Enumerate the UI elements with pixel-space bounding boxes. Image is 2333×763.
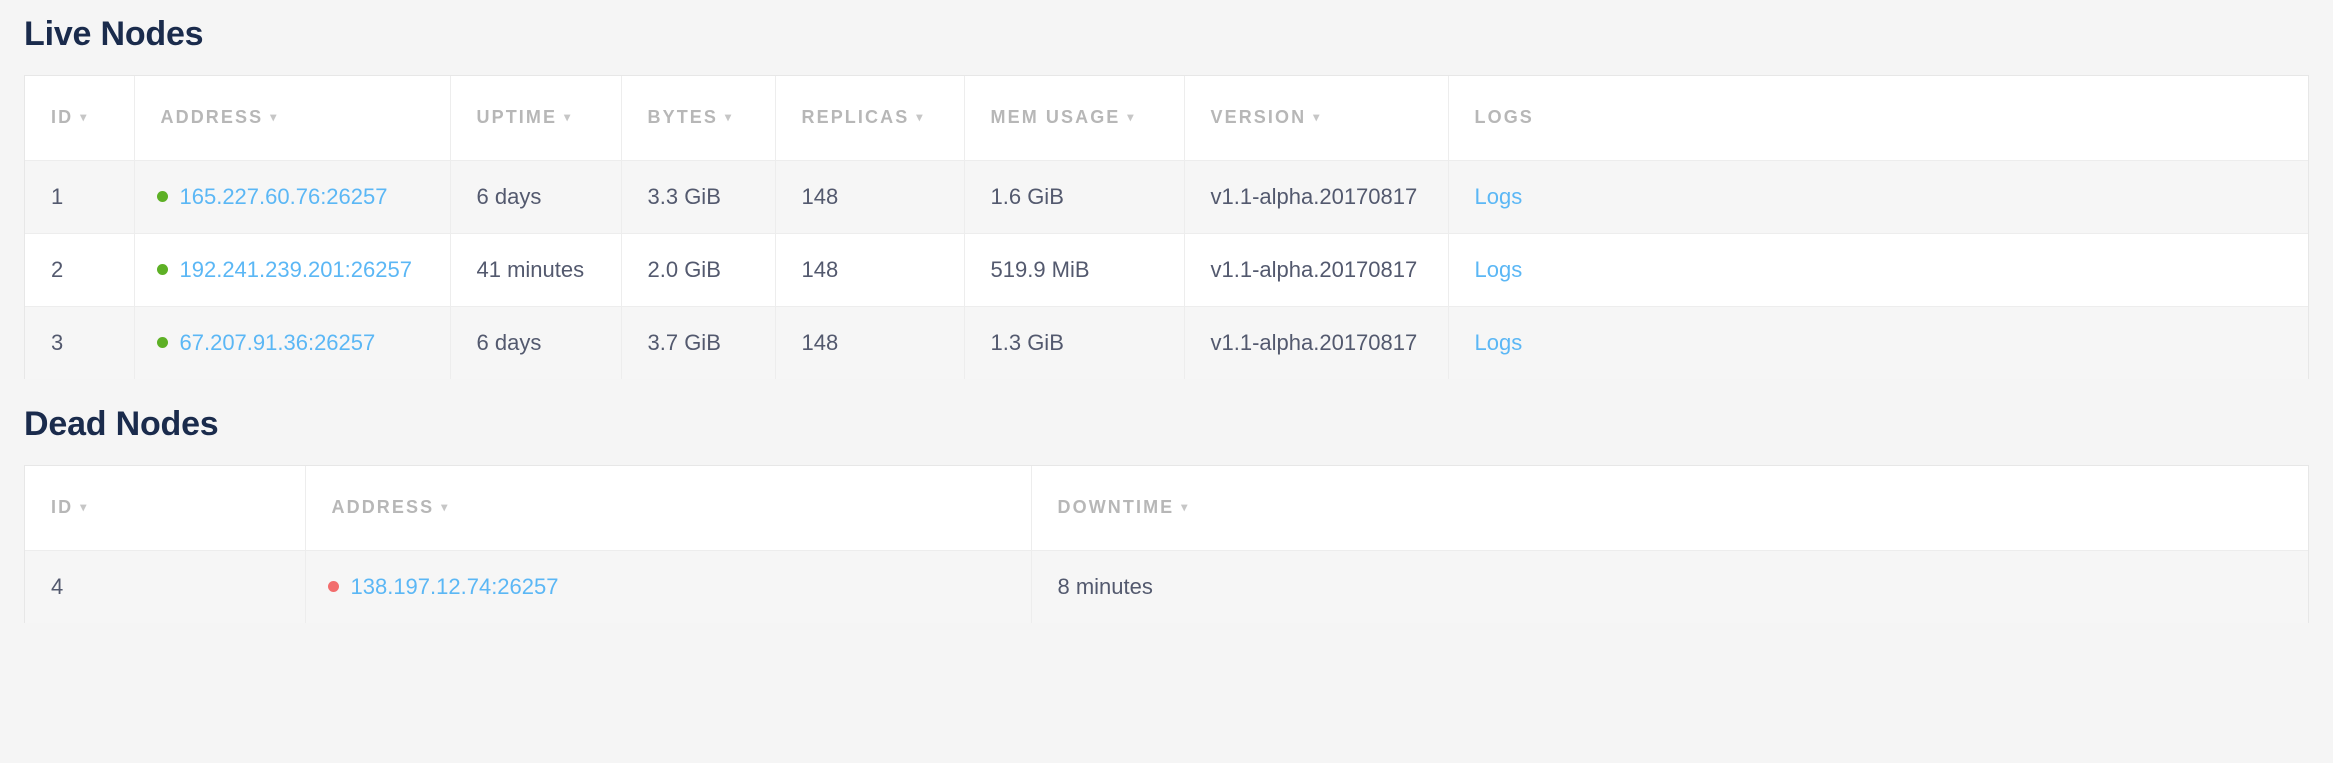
cell-bytes: 3.3 GiB xyxy=(621,159,776,233)
column-header-address-label: ADDRESS xyxy=(160,107,264,128)
column-header-downtime[interactable]: DOWNTIME ▾ xyxy=(1031,466,2308,550)
table-row: 4 138.197.12.74:26257 8 minutes xyxy=(25,549,2308,623)
cell-id: 2 xyxy=(25,232,135,306)
dead-nodes-table-container: ID ▾ ADDRESS ▾ DOWNTIME ▾ 4 138.197.12.74:2… xyxy=(24,465,2309,623)
cell-mem-usage: 519.9 MiB xyxy=(964,232,1185,306)
sort-caret-icon[interactable]: ▾ xyxy=(80,500,87,515)
cell-address: 138.197.12.74:26257 xyxy=(305,549,1032,623)
column-header-address-label: ADDRESS xyxy=(331,497,435,518)
sort-caret-icon[interactable]: ▾ xyxy=(725,110,732,125)
column-header-uptime[interactable]: UPTIME ▾ xyxy=(450,76,622,160)
dead-nodes-table-body: 4 138.197.12.74:26257 8 minutes xyxy=(25,549,2308,623)
live-nodes-header-row: ID ▾ ADDRESS ▾ UPTIME ▾ BYTES ▾ REPLICAS ▾ ME… xyxy=(25,76,2308,160)
column-header-downtime-label: DOWNTIME xyxy=(1057,497,1175,518)
cell-address: 165.227.60.76:26257 xyxy=(134,159,451,233)
column-header-mem-usage[interactable]: MEM USAGE ▾ xyxy=(964,76,1185,160)
cell-replicas: 148 xyxy=(775,305,965,379)
table-row: 3 67.207.91.36:26257 6 days 3.7 GiB 148 … xyxy=(25,305,2308,379)
status-dot-live-icon xyxy=(156,190,168,202)
status-dot-dead-icon xyxy=(327,580,339,592)
dead-nodes-table-head: ID ▾ ADDRESS ▾ DOWNTIME ▾ xyxy=(25,466,2308,550)
sort-caret-icon[interactable]: ▾ xyxy=(441,500,448,515)
column-header-bytes-label: BYTES xyxy=(647,107,719,128)
column-header-replicas-label: REPLICAS xyxy=(801,107,910,128)
column-header-id[interactable]: ID ▾ xyxy=(25,76,135,160)
cell-logs: Logs xyxy=(1448,232,2308,306)
cell-bytes: 2.0 GiB xyxy=(621,232,776,306)
column-header-bytes[interactable]: BYTES ▾ xyxy=(621,76,776,160)
live-nodes-title: Live Nodes xyxy=(24,15,204,53)
cell-logs: Logs xyxy=(1448,305,2308,379)
cell-uptime: 41 minutes xyxy=(450,232,622,306)
cell-logs: Logs xyxy=(1448,159,2308,233)
sort-caret-icon[interactable]: ▾ xyxy=(564,110,571,125)
column-header-version[interactable]: VERSION ▾ xyxy=(1184,76,1449,160)
cell-mem-usage: 1.3 GiB xyxy=(964,305,1185,379)
node-address-link[interactable]: 67.207.91.36:26257 xyxy=(179,330,376,356)
node-address-link[interactable]: 138.197.12.74:26257 xyxy=(350,574,559,600)
column-header-id[interactable]: ID ▾ xyxy=(25,466,306,550)
status-dot-live-icon xyxy=(156,336,168,348)
cell-downtime: 8 minutes xyxy=(1031,549,2308,623)
cell-uptime: 6 days xyxy=(450,305,622,379)
logs-link[interactable]: Logs xyxy=(1474,184,1523,210)
column-header-address[interactable]: ADDRESS ▾ xyxy=(134,76,451,160)
cell-uptime: 6 days xyxy=(450,159,622,233)
cell-address: 67.207.91.36:26257 xyxy=(134,305,451,379)
column-header-mem-usage-label: MEM USAGE xyxy=(990,107,1121,128)
sort-caret-icon[interactable]: ▾ xyxy=(1127,110,1134,125)
column-header-version-label: VERSION xyxy=(1210,107,1307,128)
column-header-uptime-label: UPTIME xyxy=(476,107,558,128)
column-header-logs: LOGS xyxy=(1448,76,2308,160)
cell-replicas: 148 xyxy=(775,159,965,233)
cell-id: 3 xyxy=(25,305,135,379)
logs-link[interactable]: Logs xyxy=(1474,330,1523,356)
column-header-id-label: ID xyxy=(51,497,74,518)
live-nodes-table-body: 1 165.227.60.76:26257 6 days 3.3 GiB 148… xyxy=(25,159,2308,379)
column-header-logs-label: LOGS xyxy=(1474,107,1534,128)
cell-mem-usage: 1.6 GiB xyxy=(964,159,1185,233)
sort-caret-icon[interactable]: ▾ xyxy=(916,110,923,125)
table-row: 2 192.241.239.201:26257 41 minutes 2.0 G… xyxy=(25,232,2308,306)
column-header-replicas[interactable]: REPLICAS ▾ xyxy=(775,76,965,160)
sort-caret-icon[interactable]: ▾ xyxy=(1181,500,1188,515)
table-row: 1 165.227.60.76:26257 6 days 3.3 GiB 148… xyxy=(25,159,2308,233)
node-address-link[interactable]: 192.241.239.201:26257 xyxy=(179,257,412,283)
cell-version: v1.1-alpha.20170817 xyxy=(1184,232,1449,306)
dead-nodes-table: ID ▾ ADDRESS ▾ DOWNTIME ▾ 4 138.197.12.74:2… xyxy=(25,466,2308,623)
sort-caret-icon[interactable]: ▾ xyxy=(1313,110,1320,125)
column-header-address[interactable]: ADDRESS ▾ xyxy=(305,466,1032,550)
live-nodes-table: ID ▾ ADDRESS ▾ UPTIME ▾ BYTES ▾ REPLICAS ▾ ME… xyxy=(25,76,2308,379)
cell-version: v1.1-alpha.20170817 xyxy=(1184,305,1449,379)
cell-id: 1 xyxy=(25,159,135,233)
live-nodes-table-head: ID ▾ ADDRESS ▾ UPTIME ▾ BYTES ▾ REPLICAS ▾ ME… xyxy=(25,76,2308,160)
cell-replicas: 148 xyxy=(775,232,965,306)
live-nodes-table-container: ID ▾ ADDRESS ▾ UPTIME ▾ BYTES ▾ REPLICAS ▾ ME… xyxy=(24,75,2309,379)
node-address-link[interactable]: 165.227.60.76:26257 xyxy=(179,184,388,210)
sort-caret-icon[interactable]: ▾ xyxy=(80,110,87,125)
sort-caret-icon[interactable]: ▾ xyxy=(270,110,277,125)
cell-version: v1.1-alpha.20170817 xyxy=(1184,159,1449,233)
dead-nodes-header-row: ID ▾ ADDRESS ▾ DOWNTIME ▾ xyxy=(25,466,2308,550)
cell-bytes: 3.7 GiB xyxy=(621,305,776,379)
dead-nodes-title: Dead Nodes xyxy=(24,405,219,443)
column-header-id-label: ID xyxy=(51,107,74,128)
cell-address: 192.241.239.201:26257 xyxy=(134,232,451,306)
logs-link[interactable]: Logs xyxy=(1474,257,1523,283)
status-dot-live-icon xyxy=(156,263,168,275)
cell-id: 4 xyxy=(25,549,306,623)
